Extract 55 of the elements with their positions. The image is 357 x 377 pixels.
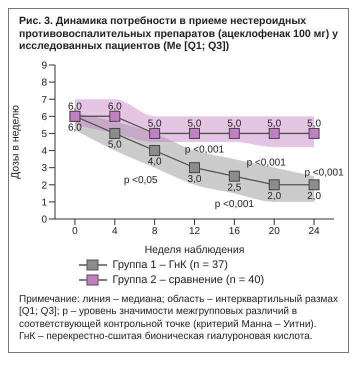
x-tick-label: 24	[308, 226, 320, 237]
annotation: p <0,001	[304, 167, 344, 178]
data-label: 2,5	[227, 182, 242, 194]
annotation: p <0,05	[124, 174, 158, 186]
data-label: 4,0	[148, 156, 162, 168]
y-tick-label: 9	[41, 60, 48, 72]
chart-title: Рис. 3. Динамика потребности в приеме нестероидных противовоспалительных препаратов (ацеклофенак 100 мг) у исследованных пациентов (Ме [Q1; Q3])	[18, 15, 339, 54]
y-tick-label: 5	[41, 128, 48, 140]
data-label: 2,0	[307, 190, 322, 202]
point	[308, 128, 320, 139]
legend-label: Группа 1 – ГнК (n = 37)	[112, 258, 228, 271]
x-tick-label: 12	[188, 226, 200, 237]
point	[268, 179, 280, 190]
point	[109, 110, 120, 122]
y-axis-title: Дозы в неделю	[10, 104, 22, 179]
x-tick-label: 4	[112, 226, 118, 237]
data-label: 5,0	[267, 118, 282, 130]
text: ГнК – перекрестно-сшитая бионическая гиалуроновая кислота.	[19, 331, 314, 344]
x-tick-label: 16	[228, 226, 240, 237]
point	[268, 128, 280, 139]
point	[149, 128, 160, 139]
data-label: 5,0	[188, 118, 202, 130]
point	[228, 170, 240, 182]
annotation: p <0,001	[214, 198, 254, 210]
y-tick-label: 6	[41, 112, 48, 123]
point	[228, 128, 240, 139]
y-tick-label: 1	[41, 197, 48, 208]
point	[308, 179, 320, 190]
data-label: 6,0	[68, 122, 82, 134]
point	[109, 128, 120, 139]
text: Примечание: линия – медиана; область – интерквартильный размах [Q1; Q3]; p – уровень значимости межгрупповых различий в соответствующей контрольной точке (критерий Манна – Уитни).	[19, 294, 338, 332]
data-label: 2,0	[267, 190, 282, 202]
y-tick-label: 7	[41, 94, 48, 106]
data-label: 3,0	[188, 174, 202, 185]
data-label: 5,0	[108, 139, 122, 150]
x-axis-title: Неделя наблюдения	[144, 244, 244, 256]
point	[189, 162, 200, 173]
data-label: 6,0	[108, 101, 122, 112]
x-tick-label: 20	[268, 226, 280, 237]
data-label: 5,0	[148, 118, 162, 130]
y-tick-label: 4	[41, 146, 48, 157]
x-tick-label: 8	[152, 226, 158, 237]
annotation: p <0,001	[246, 157, 286, 168]
point	[149, 144, 160, 156]
annotation: p <0,001	[184, 144, 225, 156]
legend-label: Группа 2 – сравнение (n = 40)	[112, 274, 264, 286]
y-tick-label: 3	[41, 163, 48, 174]
data-label: 5,0	[227, 118, 242, 130]
data-label: 5,0	[307, 118, 322, 130]
y-tick-label: 8	[41, 77, 48, 88]
y-tick-label: 0	[41, 214, 48, 226]
data-label: 6,0	[68, 101, 82, 112]
x-tick-label: 0	[72, 226, 78, 237]
y-tick-label: 2	[41, 180, 48, 192]
point	[189, 128, 200, 139]
